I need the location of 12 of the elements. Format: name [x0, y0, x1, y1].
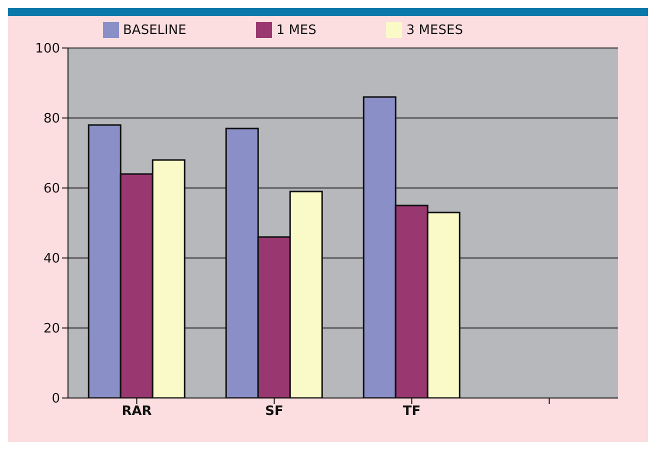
x-tick-label: TF — [402, 404, 421, 420]
x-tick-label: SF — [265, 404, 284, 420]
y-tick-label: 100 — [35, 42, 60, 57]
x-tick-label: RAR — [122, 404, 152, 420]
y-tick-label: 60 — [43, 182, 60, 197]
y-tick-label: 0 — [52, 392, 60, 407]
legend-label: 1 MES — [276, 22, 316, 38]
y-tick-label: 80 — [43, 112, 60, 127]
y-tick-label: 40 — [43, 252, 60, 267]
legend-label: BASELINE — [123, 22, 186, 38]
y-tick-label: 20 — [43, 322, 60, 337]
legend-label: 3 MESES — [406, 22, 463, 38]
